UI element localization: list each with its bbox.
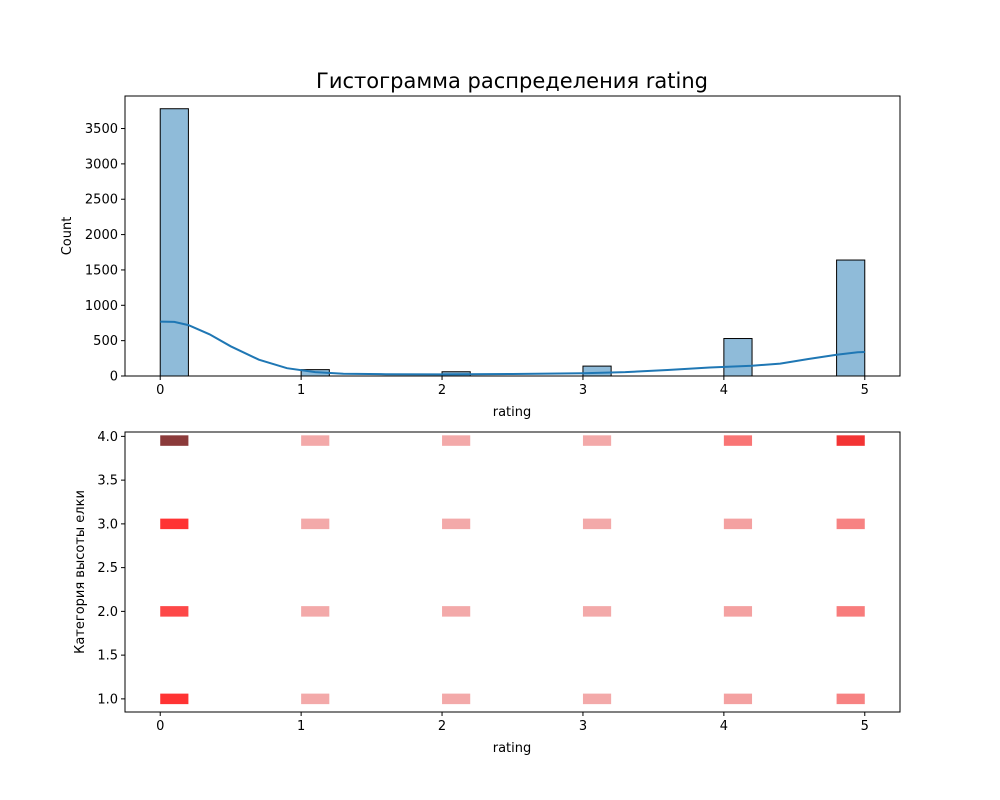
y-tick-label: 0: [110, 370, 118, 385]
histogram-bar: [159, 108, 189, 377]
heatmap-cell: [836, 693, 865, 705]
heatmap-cells: [160, 435, 865, 705]
y-tick-label: 3.5: [97, 474, 118, 489]
histogram-bar: [836, 259, 866, 377]
heatmap-cell: [442, 606, 471, 617]
x-tick-label: 1: [297, 719, 305, 734]
x-tick-label: 0: [156, 383, 164, 398]
y-axis-label: Категория высоты елки: [73, 490, 88, 654]
x-tick-label: 3: [579, 719, 587, 734]
heatmap-cell: [301, 693, 330, 705]
heatmap-cell: [582, 693, 612, 705]
heatmap-cell: [442, 435, 471, 446]
histogram-bars: [159, 108, 866, 377]
x-axis-label: rating: [493, 405, 532, 420]
heatmap-cell: [836, 435, 865, 446]
x-tick-label: 5: [861, 719, 869, 734]
y-tick-label: 2000: [85, 228, 118, 243]
heatmap-cell: [301, 606, 330, 617]
y-axis-ticks: 0 500 1000 1500 2000 2500 3000 3500: [85, 122, 125, 385]
heatmap-cell: [160, 606, 189, 617]
heatmap-cell: [582, 518, 612, 530]
plot-frame: [124, 95, 901, 377]
kde-line: [160, 320, 865, 376]
heatmap-cell: [836, 606, 865, 617]
x-tick-label: 0: [156, 719, 164, 734]
y-tick-label: 1.5: [97, 649, 118, 664]
histogram-bar: [582, 365, 612, 377]
heatmap-cell: [301, 435, 330, 446]
x-tick-label: 1: [297, 383, 305, 398]
heatmap-cell: [442, 693, 471, 705]
heatmap-cell: [836, 518, 865, 530]
x-tick-label: 2: [438, 719, 446, 734]
y-tick-label: 2.5: [97, 561, 118, 576]
heatmap-cell: [582, 606, 612, 617]
x-tick-label: 3: [579, 383, 587, 398]
plot-frame: [124, 431, 901, 713]
heatmap-cell: [160, 435, 189, 446]
y-axis-label: Count: [60, 217, 75, 256]
heatmap-cell: [442, 518, 471, 530]
histogram-bar: [723, 338, 753, 377]
heatmap-cell: [160, 518, 189, 530]
heatmap-cell: [723, 606, 753, 617]
y-tick-label: 500: [93, 334, 118, 349]
x-axis-ticks: 0 1 2 3 4 5: [156, 376, 869, 398]
y-tick-label: 1.0: [97, 692, 118, 707]
y-tick-label: 4.0: [97, 430, 118, 445]
heatmap-cell: [723, 693, 753, 705]
y-tick-label: 1000: [85, 299, 118, 314]
y-tick-label: 1500: [85, 263, 118, 278]
heatmap-cell: [582, 435, 612, 446]
chart-title: Гистограмма распределения rating: [316, 69, 708, 93]
y-axis-ticks: 1.0 1.5 2.0 2.5 3.0 3.5 4.0: [97, 430, 125, 707]
heatmap-cell: [301, 518, 330, 530]
heatmap-cell: [723, 435, 753, 446]
y-tick-label: 3000: [85, 157, 118, 172]
heatmap-cell: [723, 518, 753, 530]
x-axis-ticks: 0 1 2 3 4 5: [156, 712, 869, 734]
x-tick-label: 5: [861, 383, 869, 398]
heatmap-cell: [160, 693, 189, 705]
heatmap-chart: 0 1 2 3 4 5 1.0 1.5 2.0 2.5 3.0 3.5 4.0 rating Кате…: [73, 430, 901, 756]
y-tick-label: 2.0: [97, 605, 118, 620]
x-axis-label: rating: [493, 741, 532, 756]
x-tick-label: 4: [720, 719, 728, 734]
x-tick-label: 2: [438, 383, 446, 398]
y-tick-label: 2500: [85, 193, 118, 208]
y-tick-label: 3.0: [97, 517, 118, 532]
x-tick-label: 4: [720, 383, 728, 398]
y-tick-label: 3500: [85, 122, 118, 137]
